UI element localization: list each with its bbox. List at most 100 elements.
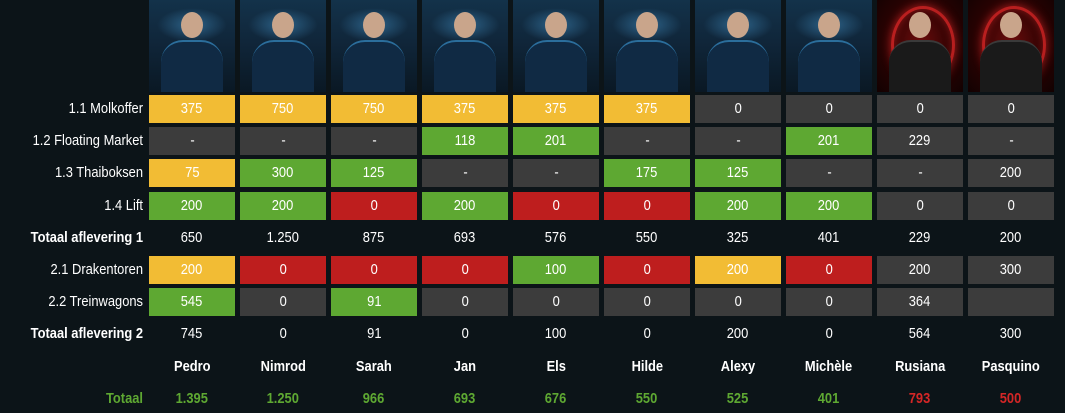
score-cell: 229	[877, 127, 963, 155]
total-score: 500	[968, 385, 1054, 413]
score-value: 875	[363, 229, 385, 246]
score-cell: 0	[240, 288, 326, 316]
contestant-photo	[695, 0, 781, 92]
score-cell: 201	[513, 127, 599, 155]
score-cell: 0	[422, 288, 508, 316]
total-score: 525	[695, 385, 781, 413]
score-value: 0	[734, 293, 742, 310]
row-label: 1.3 Thaiboksen	[55, 164, 143, 181]
score-value: 0	[552, 293, 560, 310]
score-value: 0	[279, 293, 287, 310]
contestant-name: Nimrod	[240, 353, 326, 381]
score-value: 300	[1000, 261, 1022, 278]
score-cell: 300	[968, 320, 1054, 348]
score-value: 125	[363, 164, 385, 181]
photo-head	[1000, 12, 1022, 38]
score-cell: 693	[422, 224, 508, 252]
contestant-photo	[604, 0, 690, 92]
photo-head	[181, 12, 203, 38]
total-score-value: 966	[363, 390, 385, 407]
score-value: -	[280, 132, 286, 149]
photo-head	[909, 12, 931, 38]
score-cell: 0	[604, 256, 690, 284]
score-value: 91	[366, 325, 382, 342]
score-cell: 375	[422, 95, 508, 123]
score-value: 325	[727, 229, 749, 246]
score-value: -	[1008, 132, 1014, 149]
total-score-value: 500	[1000, 390, 1022, 407]
score-cell: 0	[877, 95, 963, 123]
score-value: 200	[727, 197, 749, 214]
score-value: -	[462, 164, 468, 181]
score-value: 229	[909, 132, 931, 149]
score-value: 100	[545, 261, 567, 278]
score-value: 545	[181, 293, 203, 310]
score-value: 201	[818, 132, 840, 149]
score-cell: -	[877, 159, 963, 187]
score-value: 200	[454, 197, 476, 214]
score-value: 0	[825, 261, 833, 278]
contestant-photo	[422, 0, 508, 92]
score-value: 693	[454, 229, 476, 246]
score-cell: 91	[331, 320, 417, 348]
contestant-name-text: Pedro	[173, 358, 211, 375]
score-value: 750	[363, 100, 385, 117]
score-value: 375	[636, 100, 658, 117]
score-cell: 229	[877, 224, 963, 252]
score-cell: 325	[695, 224, 781, 252]
contestant-photo	[786, 0, 872, 92]
total-score-value: 793	[909, 390, 931, 407]
contestant-name-text: Els	[546, 358, 566, 375]
row-label: Totaal aflevering 2	[30, 325, 143, 342]
photo-body	[343, 40, 405, 92]
contestant-name-text: Alexy	[720, 358, 756, 375]
score-value: -	[917, 164, 923, 181]
total-score: 550	[604, 385, 690, 413]
score-cell: -	[695, 127, 781, 155]
score-cell: 200	[968, 159, 1054, 187]
score-value: 300	[272, 164, 294, 181]
score-cell: 375	[513, 95, 599, 123]
score-cell: 200	[695, 320, 781, 348]
total-score-value: 401	[818, 390, 840, 407]
score-cell: 0	[604, 288, 690, 316]
total-score: 401	[786, 385, 872, 413]
score-cell: 200	[149, 256, 235, 284]
score-value: -	[826, 164, 832, 181]
photo-head	[454, 12, 476, 38]
contestant-photo	[149, 0, 235, 92]
score-cell: 0	[240, 320, 326, 348]
score-value: 0	[825, 325, 833, 342]
score-value: -	[553, 164, 559, 181]
row-label: Totaal aflevering 1	[30, 229, 143, 246]
score-cell: 0	[786, 256, 872, 284]
contestant-name: Pasquino	[968, 353, 1054, 381]
score-cell: 745	[149, 320, 235, 348]
score-cell: 550	[604, 224, 690, 252]
total-score-value: 525	[727, 390, 749, 407]
contestant-name: Pedro	[149, 353, 235, 381]
total-score: 693	[422, 385, 508, 413]
contestant-name: Michèle	[786, 353, 872, 381]
score-value: 200	[1000, 229, 1022, 246]
total-score-value: 550	[636, 390, 658, 407]
score-cell: 0	[422, 320, 508, 348]
contestant-photo	[240, 0, 326, 92]
score-value: 200	[818, 197, 840, 214]
score-cell: 300	[240, 159, 326, 187]
score-value: 0	[916, 100, 924, 117]
score-cell: 0	[240, 256, 326, 284]
score-cell: 175	[604, 159, 690, 187]
score-cell: 1.250	[240, 224, 326, 252]
contestant-photo	[877, 0, 963, 92]
score-cell: 0	[422, 256, 508, 284]
score-value: 0	[370, 197, 378, 214]
score-value: 0	[825, 293, 833, 310]
total-score-value: 1.395	[175, 390, 209, 407]
score-cell: 300	[968, 256, 1054, 284]
score-cell: 200	[149, 192, 235, 220]
photo-head	[818, 12, 840, 38]
score-value: 75	[184, 164, 200, 181]
contestant-name-text: Michèle	[805, 358, 853, 375]
score-cell: 0	[786, 288, 872, 316]
